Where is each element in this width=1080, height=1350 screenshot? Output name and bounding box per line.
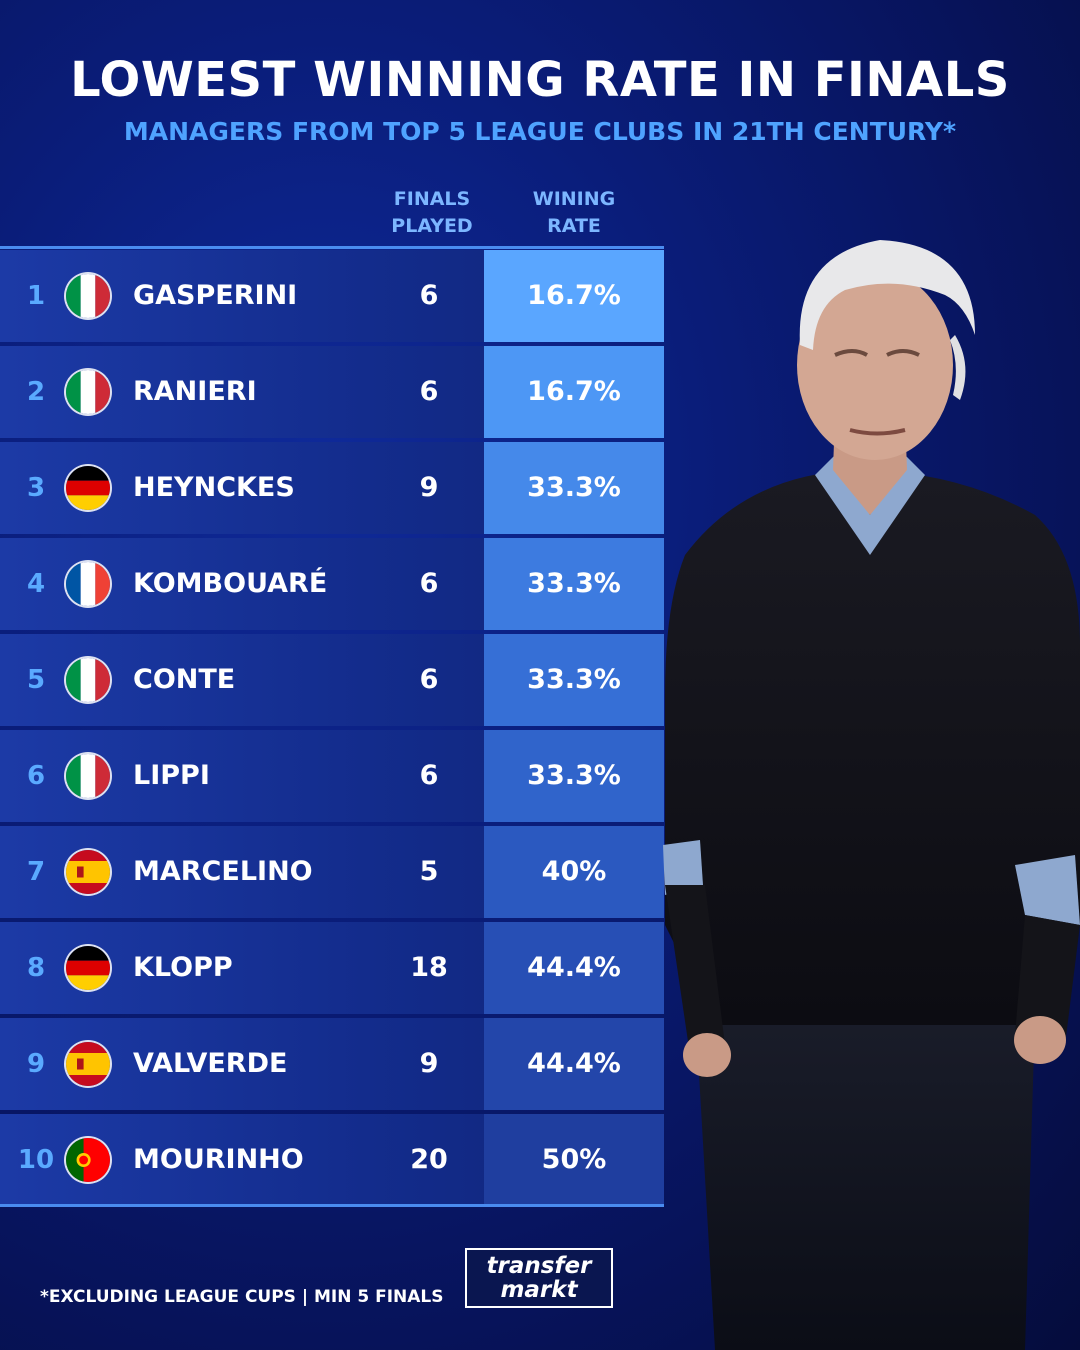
winning-rate-value: 16.7% xyxy=(484,250,664,342)
finals-played-value: 6 xyxy=(419,568,439,599)
manager-name: VALVERDE xyxy=(133,1048,288,1079)
column-header-winning-rate: WINING RATE xyxy=(504,186,644,240)
manager-name: MARCELINO xyxy=(133,856,313,887)
manager-name: MOURINHO xyxy=(133,1144,304,1175)
table-row: 7 MARCELINO 5 40% xyxy=(0,826,664,918)
table-row: 1 GASPERINI 6 16.7% xyxy=(0,250,664,342)
column-header-finals-played-line2: PLAYED xyxy=(391,215,473,237)
finals-played-value: 9 xyxy=(419,1048,439,1079)
winning-rate-value: 33.3% xyxy=(484,634,664,726)
table-bottom-divider xyxy=(0,1204,664,1207)
winning-rate-value: 44.4% xyxy=(484,922,664,1014)
transfermarkt-logo: transfer markt xyxy=(465,1248,613,1308)
finals-played-value: 6 xyxy=(419,280,439,311)
page-subtitle: MANAGERS FROM TOP 5 LEAGUE CLUBS IN 21TH… xyxy=(123,117,957,146)
manager-name: LIPPI xyxy=(133,760,210,791)
finals-played-value: 6 xyxy=(419,760,439,791)
italy-flag-icon xyxy=(66,754,110,798)
manager-name: GASPERINI xyxy=(133,280,298,311)
manager-name: KLOPP xyxy=(133,952,233,983)
france-flag-icon xyxy=(66,562,110,606)
winning-rate-value: 33.3% xyxy=(484,538,664,630)
portugal-flag-icon xyxy=(66,1138,110,1182)
germany-flag-icon xyxy=(66,466,110,510)
manager-name: CONTE xyxy=(133,664,236,695)
table-row: 9 VALVERDE 9 44.4% xyxy=(0,1018,664,1110)
finals-played-value: 6 xyxy=(419,376,439,407)
italy-flag-icon xyxy=(66,658,110,702)
table-row: 8 KLOPP 18 44.4% xyxy=(0,922,664,1014)
finals-played-value: 20 xyxy=(410,1144,448,1175)
table-row: 10 MOURINHO 20 50% xyxy=(0,1114,664,1206)
rank-number: 1 xyxy=(26,281,46,311)
finals-played-value: 5 xyxy=(419,856,439,887)
logo-line1: transfer xyxy=(486,1253,592,1279)
manager-photo xyxy=(663,240,1080,1350)
manager-name: HEYNCKES xyxy=(133,472,295,503)
finals-played-value: 18 xyxy=(410,952,448,983)
table-top-divider xyxy=(0,246,664,249)
footnote: *EXCLUDING LEAGUE CUPS | MIN 5 FINALS xyxy=(40,1287,444,1307)
column-header-winning-rate-line2: RATE xyxy=(547,215,601,237)
rank-number: 7 xyxy=(26,857,46,887)
winning-rate-value: 44.4% xyxy=(484,1018,664,1110)
column-header-finals-played: FINALS PLAYED xyxy=(372,186,492,240)
page-title: LOWEST WINNING RATE IN FINALS xyxy=(70,52,1010,108)
rank-number: 10 xyxy=(17,1145,55,1175)
finals-played-value: 6 xyxy=(419,664,439,695)
rank-number: 9 xyxy=(26,1049,46,1079)
winning-rate-value: 16.7% xyxy=(484,346,664,438)
table-row: 6 LIPPI 6 33.3% xyxy=(0,730,664,822)
spain-flag-icon xyxy=(66,1042,110,1086)
rank-number: 8 xyxy=(26,953,46,983)
logo-line2: markt xyxy=(500,1277,578,1303)
column-header-winning-rate-line1: WINING xyxy=(532,188,616,210)
table-row: 2 RANIERI 6 16.7% xyxy=(0,346,664,438)
table-row: 4 KOMBOUARÉ 6 33.3% xyxy=(0,538,664,630)
rank-number: 4 xyxy=(26,569,46,599)
column-header-finals-played-line1: FINALS xyxy=(393,188,471,210)
rank-number: 2 xyxy=(26,377,46,407)
rank-number: 5 xyxy=(26,665,46,695)
table-row: 5 CONTE 6 33.3% xyxy=(0,634,664,726)
italy-flag-icon xyxy=(66,274,110,318)
table-row: 3 HEYNCKES 9 33.3% xyxy=(0,442,664,534)
finals-played-value: 9 xyxy=(419,472,439,503)
rank-number: 6 xyxy=(26,761,46,791)
germany-flag-icon xyxy=(66,946,110,990)
rank-number: 3 xyxy=(26,473,46,503)
winning-rate-value: 40% xyxy=(484,826,664,918)
manager-name: KOMBOUARÉ xyxy=(133,568,328,599)
spain-flag-icon xyxy=(66,850,110,894)
winning-rate-value: 33.3% xyxy=(484,442,664,534)
winning-rate-value: 50% xyxy=(484,1114,664,1206)
italy-flag-icon xyxy=(66,370,110,414)
winning-rate-value: 33.3% xyxy=(484,730,664,822)
manager-name: RANIERI xyxy=(133,376,257,407)
